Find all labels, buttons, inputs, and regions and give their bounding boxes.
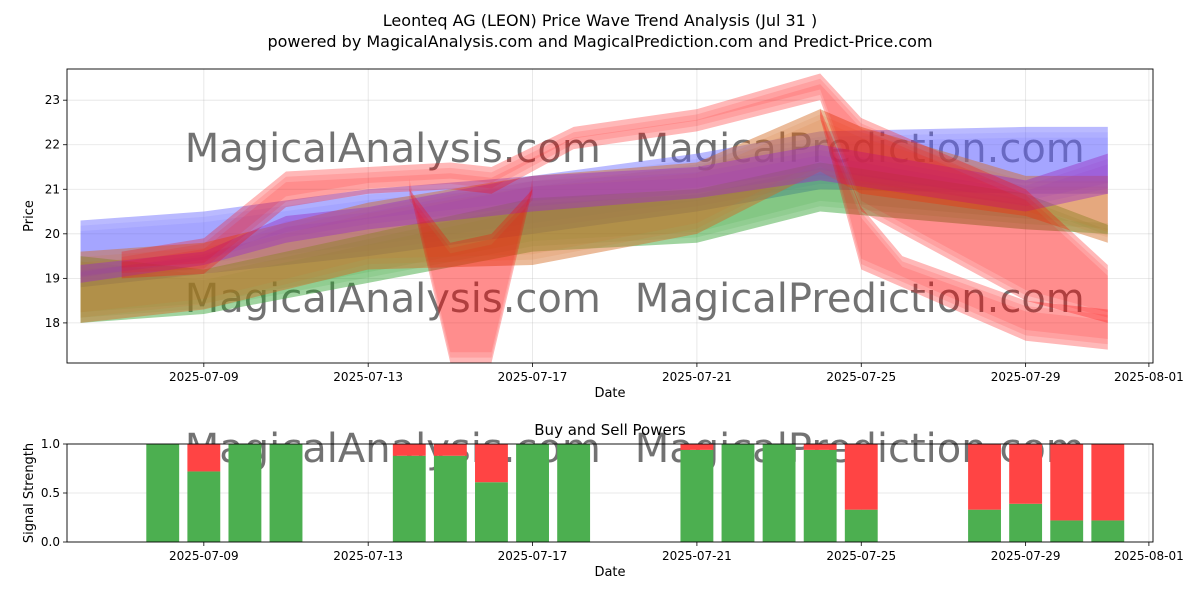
price-band-red_band	[121, 73, 1108, 323]
x-tick-label: 2025-07-21	[662, 370, 732, 384]
price-band-strand	[80, 119, 1108, 313]
y-axis-label: Signal Strength	[22, 443, 37, 543]
buy-bar	[803, 449, 837, 542]
sell-bar	[187, 444, 221, 472]
price-band-strand	[121, 84, 1108, 313]
price-band-green_band	[80, 162, 1108, 323]
x-tick-label: 2025-07-25	[826, 549, 896, 563]
price-wave-panel: 18 19 20 21 22 23 Price 2025-07-09 2025-07-13 202…	[22, 68, 1184, 401]
price-band-orange_band	[80, 109, 1108, 323]
price-band-strand	[820, 107, 1108, 339]
x-tick-label: 2025-07-25	[826, 370, 896, 384]
y-tick-label: 19	[45, 271, 60, 285]
y-tick-label: 0.5	[41, 486, 60, 500]
y-tick-label: 22	[45, 138, 60, 152]
buy-bar	[475, 482, 508, 542]
buy-bar	[1050, 520, 1084, 542]
buy-bar	[557, 444, 591, 542]
sell-bar	[475, 444, 508, 483]
watermark-text: MagicalAnalysis.com	[185, 126, 601, 172]
buy-bar	[762, 444, 796, 542]
buy-bar	[392, 455, 426, 542]
buy-bar	[721, 444, 755, 542]
buy-bar	[1009, 503, 1043, 542]
buy-bar	[968, 509, 1001, 542]
buy-bar	[844, 509, 878, 542]
y-tick-label: 23	[45, 93, 60, 107]
buy-bar	[187, 471, 221, 542]
powers-title: Buy and Sell Powers	[534, 421, 686, 439]
x-tick-label: 2025-07-13	[333, 549, 403, 563]
x-tick-label: 2025-07-13	[333, 370, 403, 384]
plot-frame	[66, 68, 1154, 364]
plot-frame	[66, 443, 1154, 543]
price-band-blue_band	[80, 126, 1108, 288]
x-tick-label: 2025-07-17	[498, 549, 568, 563]
y-tick-label: 0.0	[41, 535, 60, 549]
price-band-strand	[80, 155, 1108, 276]
buy-bar	[228, 444, 262, 542]
x-tick-label: 2025-07-09	[169, 370, 239, 384]
buy-bar	[269, 444, 303, 542]
sell-bar	[1009, 444, 1043, 504]
x-tick-label: 2025-07-09	[169, 549, 239, 563]
x-tick-label: 2025-07-21	[662, 549, 732, 563]
sell-bar	[844, 444, 878, 510]
y-tick-label: 1.0	[41, 437, 60, 451]
price-band-strand	[80, 114, 1108, 318]
y-tick-label: 20	[45, 227, 60, 241]
x-axis-label: Date	[594, 386, 625, 401]
x-tick-label: 2025-08-01	[1114, 549, 1184, 563]
band-group	[80, 73, 1108, 363]
x-tick-label: 2025-07-17	[498, 370, 568, 384]
sell-bar	[392, 444, 426, 456]
x-tick-label: 2025-07-29	[991, 370, 1061, 384]
sell-bar	[1091, 444, 1125, 521]
price-band-red_band	[820, 109, 1108, 350]
price-band-strand	[121, 78, 1108, 318]
price-band-strand	[80, 167, 1108, 318]
watermark-text: MagicalPrediction.com	[635, 276, 1085, 322]
buy-bar	[146, 444, 180, 542]
watermark-text: MagicalAnalysis.com	[185, 276, 601, 322]
sell-bar	[803, 444, 837, 450]
buy-bar	[1091, 520, 1125, 542]
y-tick-label: 18	[45, 316, 60, 330]
y-tick-label: 21	[45, 182, 60, 196]
buy-bar	[680, 449, 714, 542]
x-axis-label: Date	[594, 565, 625, 580]
chart-title: Leonteq AG (LEON) Price Wave Trend Analy…	[383, 11, 817, 30]
price-band-strand	[409, 183, 533, 358]
watermark-text: MagicalPrediction.com	[635, 126, 1085, 172]
sell-bar	[433, 444, 467, 456]
price-band-red_band	[409, 189, 533, 363]
sell-bar	[680, 444, 714, 450]
buy-sell-panel: Buy and Sell Powers 0.0 0.5 1.0 Signal Stren…	[22, 421, 1184, 580]
price-band-strand	[820, 112, 1108, 345]
price-band-strand	[80, 173, 1108, 313]
x-tick-label: 2025-07-29	[991, 549, 1061, 563]
sell-bar	[1050, 444, 1084, 521]
x-tick-label: 2025-08-01	[1114, 370, 1184, 384]
buy-bar	[433, 455, 467, 542]
price-band-strand	[80, 132, 1108, 282]
price-band-strand	[409, 178, 533, 353]
sell-bar	[968, 444, 1001, 510]
y-axis-label: Price	[22, 200, 37, 232]
chart-subtitle: powered by MagicalAnalysis.com and Magic…	[267, 32, 932, 51]
price-band-strand	[80, 137, 1108, 277]
buy-bar	[516, 444, 549, 542]
price-band-purple_band	[80, 144, 1108, 283]
